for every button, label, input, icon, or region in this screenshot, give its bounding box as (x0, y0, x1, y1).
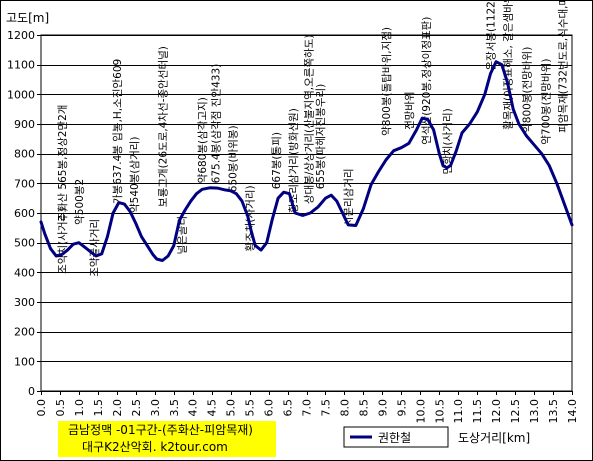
annotation-label: 황조리삼거리(방화선원) (288, 108, 300, 213)
annotation-label: 보룡고개(26도로,4차선-종안선터널) (157, 46, 169, 207)
x-tick-label: 9.0 (376, 399, 389, 417)
x-tick-label: 0.0 (35, 399, 48, 417)
y-axis-title: 고도[m] (6, 11, 49, 25)
x-tick-label: 2.5 (130, 399, 143, 417)
annotation-label: 주화산 565봉,정상2만2개 (57, 105, 69, 222)
annotation-label: 약680봉(삼각고지) (197, 97, 209, 183)
y-tick-label: 900 (14, 118, 35, 131)
y-tick-label: 300 (14, 296, 35, 309)
y-tick-label: 800 (14, 148, 35, 161)
x-tick-label: 10.0 (414, 399, 427, 424)
x-tick-label: 3.0 (149, 399, 162, 417)
y-tick-label: 500 (14, 237, 35, 250)
x-axis-title: 도상거리[km] (458, 431, 530, 445)
x-tick-label: 9.5 (395, 399, 408, 417)
x-tick-label: 1.0 (73, 399, 86, 417)
x-tick-label: 8.5 (357, 399, 370, 417)
legend (343, 426, 449, 448)
annotation-label: 연석산(920봉,정상이정표판) (421, 17, 433, 145)
x-tick-label: 0.5 (54, 399, 67, 417)
annotation-label: 조약골사거리 (89, 219, 101, 277)
chart-title-line2: 대구K2산악회. k2tour.com (82, 440, 228, 454)
x-tick-label: 6.0 (263, 399, 276, 417)
annotation-label: 675.4봉(삼각점 진안433) (210, 64, 222, 184)
annotation-label: 667봉(통피) (271, 132, 283, 189)
y-tick-label: 700 (14, 177, 35, 190)
x-tick-label: 12.0 (490, 399, 503, 424)
y-tick-label: 1000 (7, 88, 35, 101)
chart-title-line1: 금남정맥 -01구간-(주화산-피암목재) (68, 423, 253, 437)
x-tick-label: 8.0 (338, 399, 351, 417)
x-tick-label: 4.5 (206, 399, 219, 417)
annotation-label: 약700봉(전망바위) (539, 59, 552, 145)
y-tick-label: 400 (14, 266, 35, 279)
x-tick-label: 6.5 (282, 399, 295, 417)
x-tick-label: 5.0 (225, 399, 238, 417)
x-tick-label: 11.5 (471, 399, 484, 424)
annotation-label: 전망바위 (403, 91, 416, 130)
annotation-label: 운장서봉(1122봉,정상석,이정표) (485, 0, 497, 71)
annotation-label: 650봉(바위봉) (227, 125, 240, 192)
annotation-label: 약800봉(전망바위) (520, 47, 533, 133)
x-tick-label: 13.0 (528, 399, 541, 424)
y-tick-label: 100 (14, 355, 35, 368)
x-tick-label: 7.0 (301, 399, 314, 417)
legend-label: 권한철 (378, 431, 411, 445)
series-layer (39, 60, 574, 262)
annotation-label: 가봉637.4봉 입봉,H,소진안609 (111, 59, 124, 204)
annotation-label: 상대봉/상상거리(산불지역,오른쪽하도) (302, 34, 315, 204)
y-tick-labels: 0 100 200 300 400 500 600 700 800 900 1000 1100 1200 (7, 29, 35, 398)
y-tick-label: 600 (14, 207, 35, 220)
x-tick-labels: 0.0 0.5 1.0 1.5 2.0 2.5 3.0 3.5 4.0 4.5 5.0 5.5 6.0 6… (35, 399, 579, 424)
x-tick-label: 4.0 (187, 399, 200, 417)
annotation-label: 조약치(사거리) (57, 208, 69, 274)
y-tick-label: 1100 (7, 59, 35, 72)
x-tick-label: 12.5 (509, 399, 522, 424)
x-tick-label: 1.5 (92, 399, 105, 417)
x-tick-label: 10.5 (433, 399, 446, 424)
annotation-label: 약540봉(삼거리) (129, 136, 141, 213)
annotation-label: 피암목재(732번도로,식수대,매점) (558, 0, 570, 133)
x-tick-label: 14.0 (566, 399, 579, 424)
title-box (58, 421, 276, 457)
y-tick-label: 1200 (7, 29, 35, 42)
y-tick-label: 200 (14, 326, 35, 339)
series-line-0 (39, 60, 574, 262)
x-tick-label: 3.5 (168, 399, 181, 417)
x-tick-label: 11.0 (452, 399, 465, 424)
annotation-label: 만항치(사거리) (442, 108, 454, 174)
x-tick-label: 2.0 (111, 399, 124, 417)
y-tick-label: 0 (28, 385, 35, 398)
annotation-label: 약500봉2 (74, 179, 86, 225)
x-tick-label: 5.5 (244, 399, 257, 417)
annotation-label: 655봉(파헤저진봉우리) (314, 84, 327, 190)
x-tick-label: 7.5 (319, 399, 332, 417)
annotation-label: 시문리삼거리 (343, 168, 355, 226)
x-tick-label: 13.5 (547, 399, 560, 424)
annotation-label: 약800봉(돌탑바위,지점) (380, 27, 393, 136)
